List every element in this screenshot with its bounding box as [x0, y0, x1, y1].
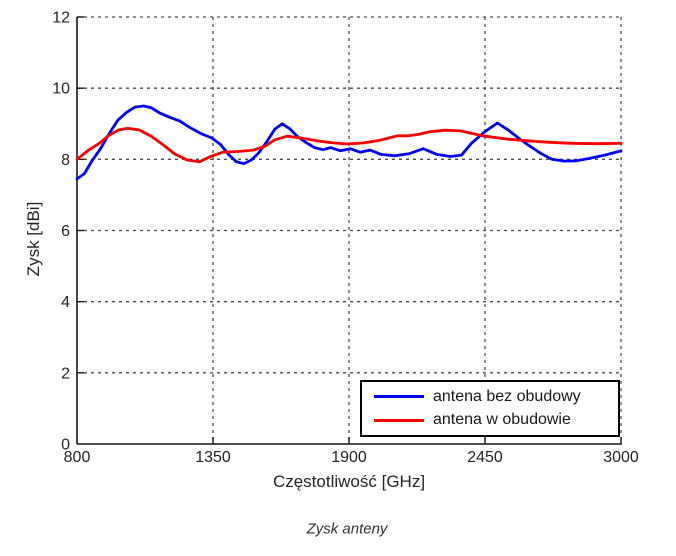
x-tick-label: 2450	[467, 449, 503, 466]
y-tick-label: 6	[61, 223, 70, 240]
y-tick-label: 12	[52, 10, 70, 27]
y-tick-label: 2	[61, 365, 70, 382]
x-tick-label: 1350	[195, 449, 231, 466]
legend-line-sample	[374, 395, 424, 399]
legend-item-0: antena bez obudowy	[362, 388, 618, 406]
x-tick-label: 1900	[331, 449, 367, 466]
legend-label: antena w obudowie	[433, 411, 571, 429]
legend: antena bez obudowy antena w obudowie	[360, 380, 620, 437]
y-tick-label: 0	[61, 437, 70, 454]
x-axis-title: Częstotliwość [GHz]	[272, 472, 426, 491]
y-tick-label: 10	[52, 81, 70, 98]
y-tick-label: 8	[61, 152, 70, 169]
y-axis-title: Zysk [dBi]	[24, 201, 43, 277]
legend-label: antena bez obudowy	[433, 387, 581, 405]
legend-item-1: antena w obudowie	[362, 411, 618, 429]
x-tick-label: 800	[64, 449, 91, 466]
legend-line-sample	[374, 418, 424, 422]
figure-caption: Zysk anteny	[306, 520, 388, 538]
series-line-1	[75, 126, 623, 164]
x-tick-label: 3000	[603, 449, 639, 466]
series-line-0	[75, 104, 623, 181]
y-tick-label: 4	[61, 294, 70, 311]
